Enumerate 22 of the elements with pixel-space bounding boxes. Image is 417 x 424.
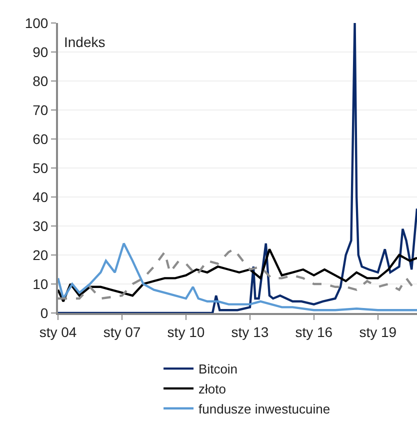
- y-tick-label: 0: [40, 304, 48, 321]
- y-tick-label: 20: [32, 246, 48, 263]
- annotation: Indeks: [64, 34, 106, 50]
- line-series: [58, 242, 417, 312]
- y-tick-label: 30: [32, 218, 48, 234]
- x-tick-label: sty 04: [39, 324, 77, 340]
- legend-label: Bitcoin: [198, 362, 238, 377]
- y-tick-label: 10: [32, 276, 48, 292]
- y-tick-label: 40: [32, 188, 48, 205]
- y-tick-label: 100: [24, 14, 48, 31]
- y-tick-label: 50: [32, 160, 48, 176]
- x-tick-label: sty 13: [231, 324, 269, 340]
- legend-label: złoto: [198, 382, 226, 397]
- y-tick-label: 80: [32, 72, 48, 89]
- x-tick-label: sty 19: [359, 324, 397, 340]
- legend-label: fundusze inwestucuine: [198, 401, 330, 416]
- y-tick-label: 70: [32, 102, 48, 118]
- x-tick-label: sty 07: [103, 324, 141, 340]
- x-tick-label: sty 10: [167, 324, 205, 340]
- x-tick-label: sty 16: [295, 324, 333, 340]
- y-tick-label: 90: [32, 44, 48, 60]
- y-tick-label: 60: [32, 130, 48, 147]
